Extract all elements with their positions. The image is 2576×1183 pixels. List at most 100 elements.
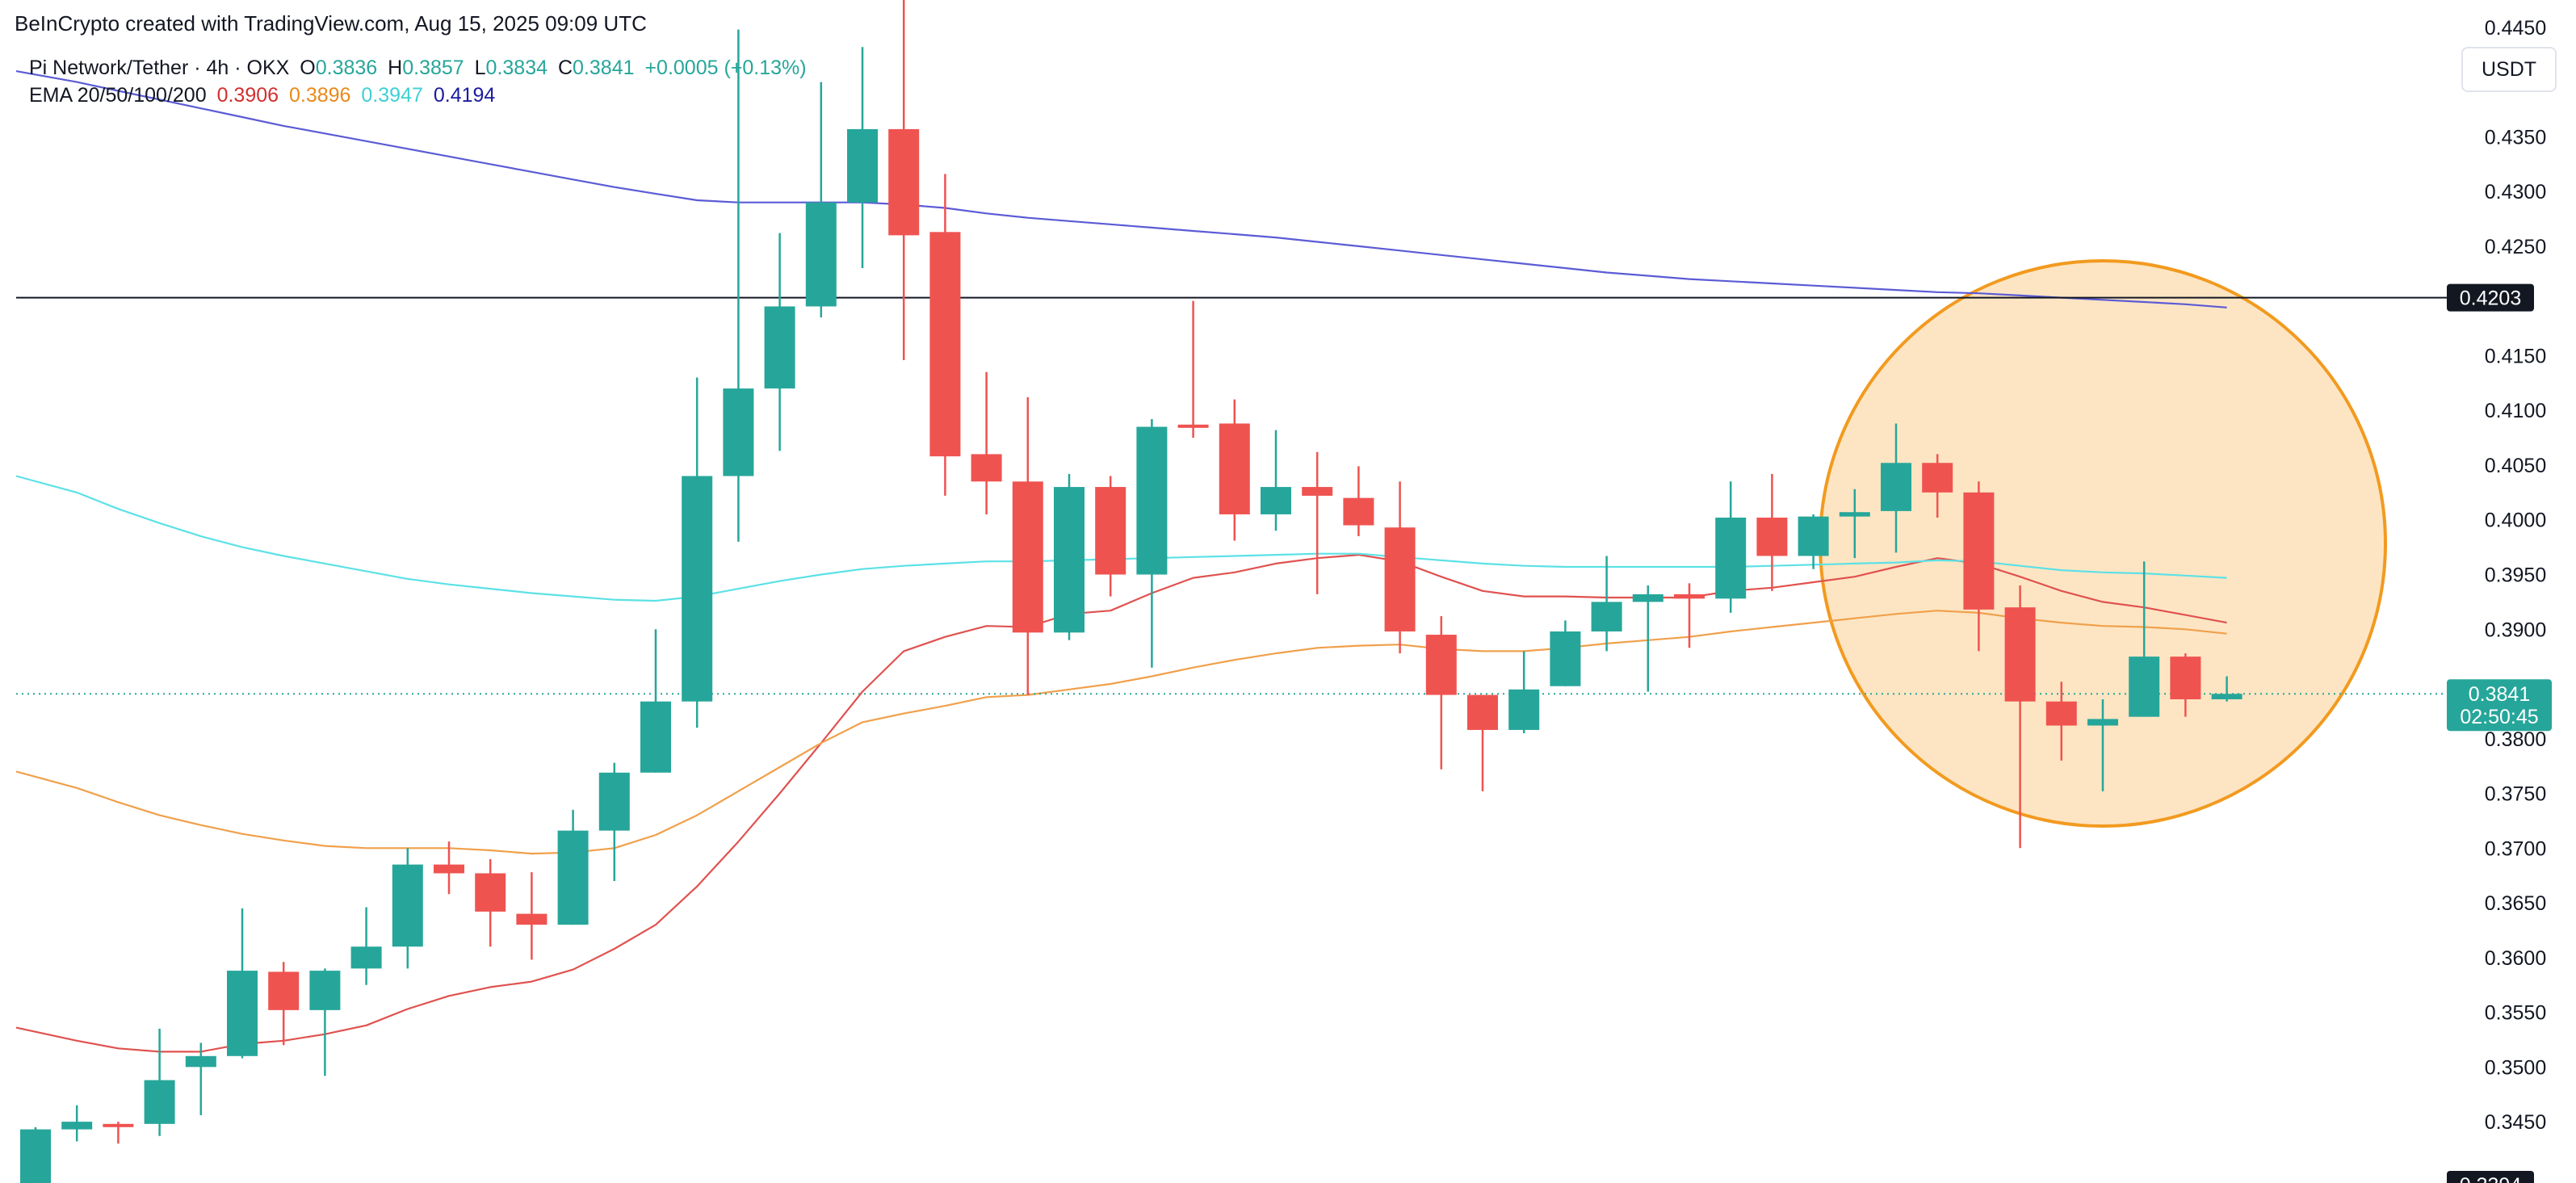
candle bbox=[557, 809, 589, 925]
low-label: L bbox=[474, 57, 486, 79]
candle-body bbox=[516, 913, 548, 925]
candle bbox=[971, 371, 1002, 514]
candle bbox=[2004, 585, 2036, 849]
last-price-label: 0.3841 bbox=[2469, 683, 2530, 706]
candle bbox=[1508, 651, 1540, 734]
open-value: 0.3836 bbox=[315, 57, 378, 79]
y-tick-label: 0.4450 bbox=[2485, 17, 2546, 40]
candle bbox=[1756, 473, 1788, 591]
candle bbox=[392, 848, 423, 969]
candles bbox=[20, 0, 2242, 1183]
candle-body bbox=[1508, 689, 1540, 730]
open-label: O bbox=[300, 57, 316, 79]
candle bbox=[1302, 451, 1333, 594]
candle bbox=[1632, 585, 1663, 692]
candle-body bbox=[20, 1129, 51, 1183]
y-tick-label: 0.3700 bbox=[2485, 837, 2546, 860]
y-tick-label: 0.3550 bbox=[2485, 1002, 2546, 1025]
candle bbox=[61, 1105, 93, 1142]
candle-body bbox=[764, 306, 795, 389]
candle-body bbox=[1343, 497, 1374, 526]
candle-body bbox=[2004, 607, 2036, 702]
ema-lines bbox=[15, 70, 2227, 1053]
candle-body bbox=[847, 128, 878, 203]
candle-body bbox=[309, 971, 341, 1010]
candle bbox=[1219, 399, 1250, 541]
candle bbox=[516, 872, 548, 960]
chart-caption: BeInCrypto created with TradingView.com,… bbox=[15, 11, 647, 36]
candle-body bbox=[227, 971, 258, 1056]
candle-body bbox=[185, 1055, 216, 1068]
y-tick-label: 0.3950 bbox=[2485, 564, 2546, 586]
candle-body bbox=[2211, 694, 2242, 699]
candle-body bbox=[1054, 487, 1085, 633]
horizontal-lines bbox=[16, 296, 2447, 695]
candle bbox=[1963, 481, 1995, 652]
symbol-name: Pi Network/Tether · 4h · OKX bbox=[29, 57, 290, 79]
ema-line-ema50 bbox=[15, 610, 2227, 855]
low-value: 0.3834 bbox=[485, 57, 548, 79]
candle bbox=[640, 629, 671, 773]
candle-body bbox=[1632, 594, 1663, 602]
y-tick-label: 0.3900 bbox=[2485, 619, 2546, 641]
y-tick-label: 0.4000 bbox=[2485, 510, 2546, 532]
candle bbox=[1012, 396, 1043, 695]
high-label: H bbox=[388, 57, 403, 79]
high-value: 0.3857 bbox=[402, 57, 464, 79]
bottom-price-label: 0.3394 bbox=[2460, 1174, 2522, 1183]
candle bbox=[2129, 561, 2160, 717]
close-value: 0.3841 bbox=[573, 57, 635, 79]
candle-body bbox=[1302, 487, 1333, 496]
ema50-value: 0.3896 bbox=[289, 84, 351, 107]
candle-body bbox=[1591, 602, 1622, 631]
candle-body bbox=[640, 701, 671, 773]
candle-body bbox=[1261, 487, 1291, 514]
last-price-tag bbox=[2447, 679, 2552, 732]
candle-body bbox=[2045, 701, 2077, 726]
candle-body bbox=[268, 971, 300, 1010]
candle bbox=[1467, 694, 1498, 791]
y-tick-label: 0.3650 bbox=[2485, 892, 2546, 915]
candle-body bbox=[1550, 631, 1581, 686]
candle bbox=[434, 841, 464, 895]
candle-body bbox=[1922, 463, 1953, 493]
candle-body bbox=[2087, 719, 2118, 726]
candle-body bbox=[2129, 657, 2160, 717]
close-label: C bbox=[557, 57, 573, 79]
candle-body bbox=[1674, 594, 1705, 599]
candle-body bbox=[1384, 527, 1416, 631]
candle bbox=[805, 82, 837, 318]
candle-body bbox=[1425, 635, 1457, 695]
y-tick-label: 0.4050 bbox=[2485, 455, 2546, 477]
candle-body bbox=[805, 202, 837, 307]
change-value: +0.0005 (+0.13%) bbox=[644, 57, 807, 79]
candle bbox=[144, 1028, 175, 1136]
ema-line-ema20 bbox=[15, 553, 2227, 1053]
y-tick-label: 0.4250 bbox=[2485, 236, 2546, 258]
candle bbox=[20, 1126, 51, 1183]
candle-body bbox=[1136, 426, 1168, 575]
candle-body bbox=[1963, 492, 1995, 610]
candle bbox=[888, 0, 920, 360]
candle-body bbox=[1095, 487, 1126, 575]
ema100-value: 0.3947 bbox=[361, 84, 423, 107]
ema-line-ema100 bbox=[15, 475, 2227, 602]
candle bbox=[185, 1042, 216, 1115]
candle-body bbox=[1798, 516, 1829, 556]
candle-body bbox=[1177, 424, 1209, 428]
candle-body bbox=[1756, 518, 1788, 556]
candle bbox=[1136, 419, 1168, 668]
candle-body bbox=[434, 864, 464, 874]
candle bbox=[350, 907, 382, 985]
candle bbox=[309, 968, 341, 1076]
currency-button[interactable]: USDT bbox=[2461, 47, 2557, 92]
candle bbox=[227, 908, 258, 1059]
price-axis: 0.44500.44000.43500.43000.42500.41500.41… bbox=[2447, 17, 2552, 1183]
y-tick-label: 0.4350 bbox=[2485, 126, 2546, 149]
ema-legend: EMA 20/50/100/200 0.3906 0.3896 0.3947 0… bbox=[29, 84, 500, 107]
candle bbox=[682, 377, 713, 728]
candle bbox=[475, 858, 506, 947]
ema-line-ema200 bbox=[15, 70, 2227, 308]
candle bbox=[1922, 454, 1953, 518]
